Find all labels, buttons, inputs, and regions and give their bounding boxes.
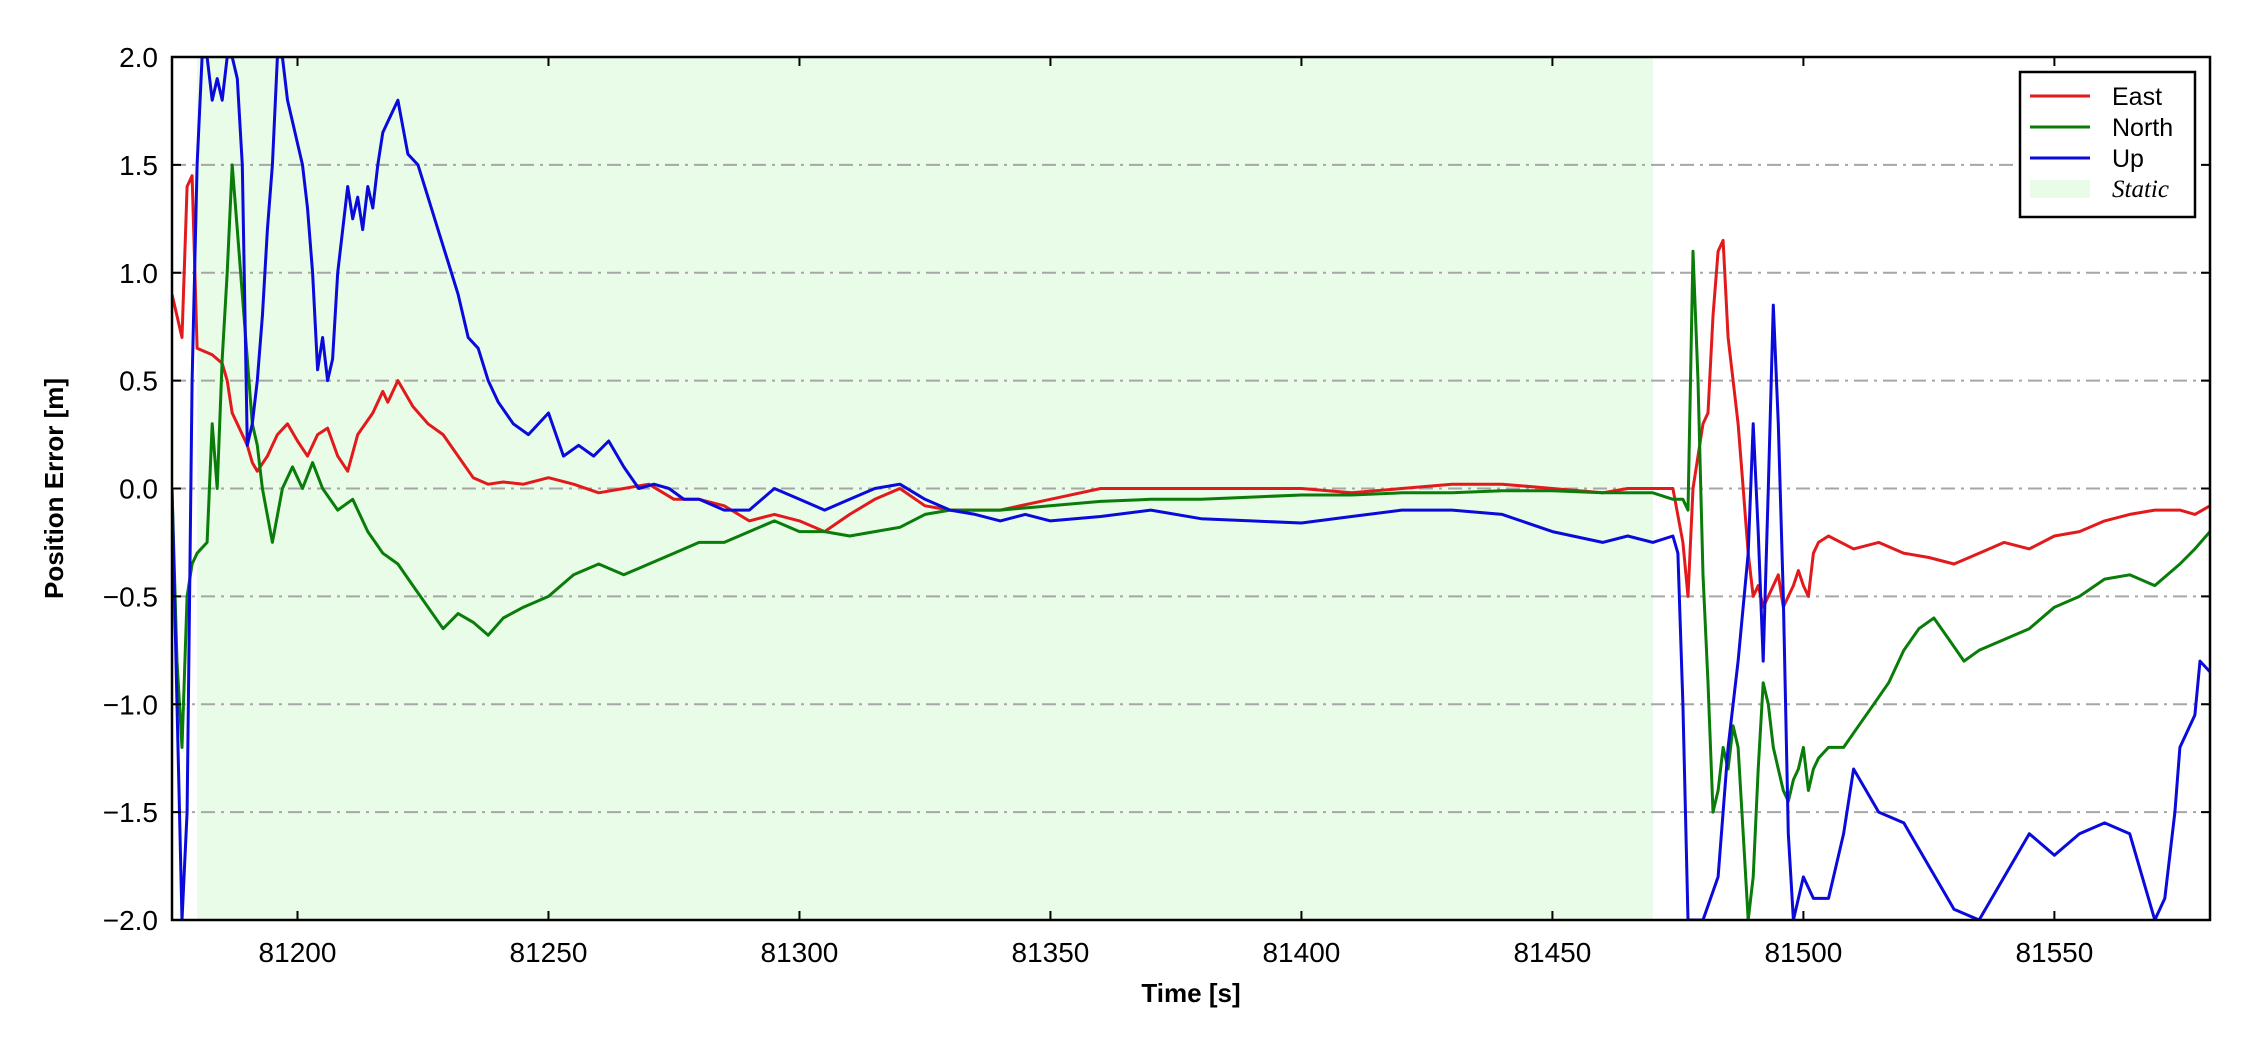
series-line-north xyxy=(172,163,2210,920)
y-axis-title: Position Error [m] xyxy=(39,378,69,599)
y-tick-label: −2.0 xyxy=(103,905,158,936)
x-tick-label: 81300 xyxy=(761,937,839,968)
y-tick-label: −1.5 xyxy=(103,797,158,828)
series-line-east xyxy=(172,174,2210,609)
x-tick-label: 81250 xyxy=(510,937,588,968)
legend: East North Up Static xyxy=(2018,70,2197,219)
y-tick-label: 2.0 xyxy=(119,42,158,73)
series-line-up xyxy=(172,57,2210,920)
x-tick-label: 81500 xyxy=(1764,937,1842,968)
y-tick-label: −1.0 xyxy=(103,689,158,720)
tick-layer: 81200 81250 81300 81350 81400 81450 81500 81550… xyxy=(103,42,2210,968)
y-tick-label: 0.5 xyxy=(119,366,158,397)
series-layer xyxy=(172,57,2210,920)
x-axis-title: Time [s] xyxy=(1141,978,1240,1008)
x-tick-label: 81550 xyxy=(2015,937,2093,968)
legend-static-swatch xyxy=(2030,180,2090,198)
y-tick-label: −0.5 xyxy=(103,581,158,612)
legend-static-label: Static xyxy=(2112,176,2169,203)
x-tick-label: 81400 xyxy=(1262,937,1340,968)
legend-label-east: East xyxy=(2112,83,2162,111)
y-tick-label: 0.0 xyxy=(119,474,158,505)
legend-label-up: Up xyxy=(2112,145,2144,173)
x-tick-label: 81200 xyxy=(259,937,337,968)
legend-label-north: North xyxy=(2112,114,2173,142)
x-tick-label: 81450 xyxy=(1513,937,1591,968)
y-tick-label: 1.0 xyxy=(119,258,158,289)
x-tick-label: 81350 xyxy=(1012,937,1090,968)
y-tick-label: 1.5 xyxy=(119,150,158,181)
